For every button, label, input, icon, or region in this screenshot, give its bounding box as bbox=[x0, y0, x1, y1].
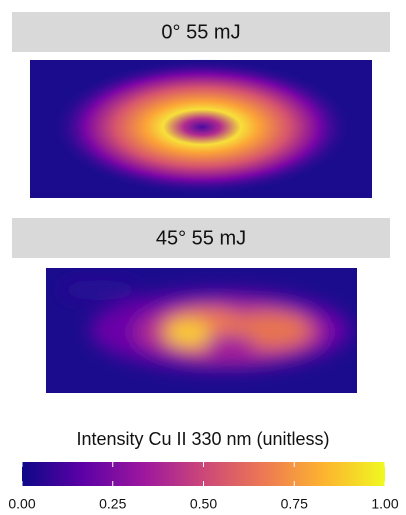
heatmap bbox=[46, 268, 357, 393]
tick-label: 0.00 bbox=[8, 496, 35, 512]
tick-label: 0.25 bbox=[99, 496, 126, 512]
heatmap-ring bbox=[52, 59, 352, 195]
tick-label: 0.75 bbox=[281, 496, 308, 512]
panel-title: 0° 55 mJ bbox=[161, 21, 240, 43]
panel-header bbox=[12, 12, 390, 52]
panel-title: 45° 55 mJ bbox=[156, 227, 246, 249]
tick-label: 0.50 bbox=[190, 496, 217, 512]
panel-header bbox=[12, 218, 390, 258]
colorbar-label: Intensity Cu II 330 nm (unitless) bbox=[76, 429, 329, 449]
tick-label: 1.00 bbox=[371, 496, 398, 512]
